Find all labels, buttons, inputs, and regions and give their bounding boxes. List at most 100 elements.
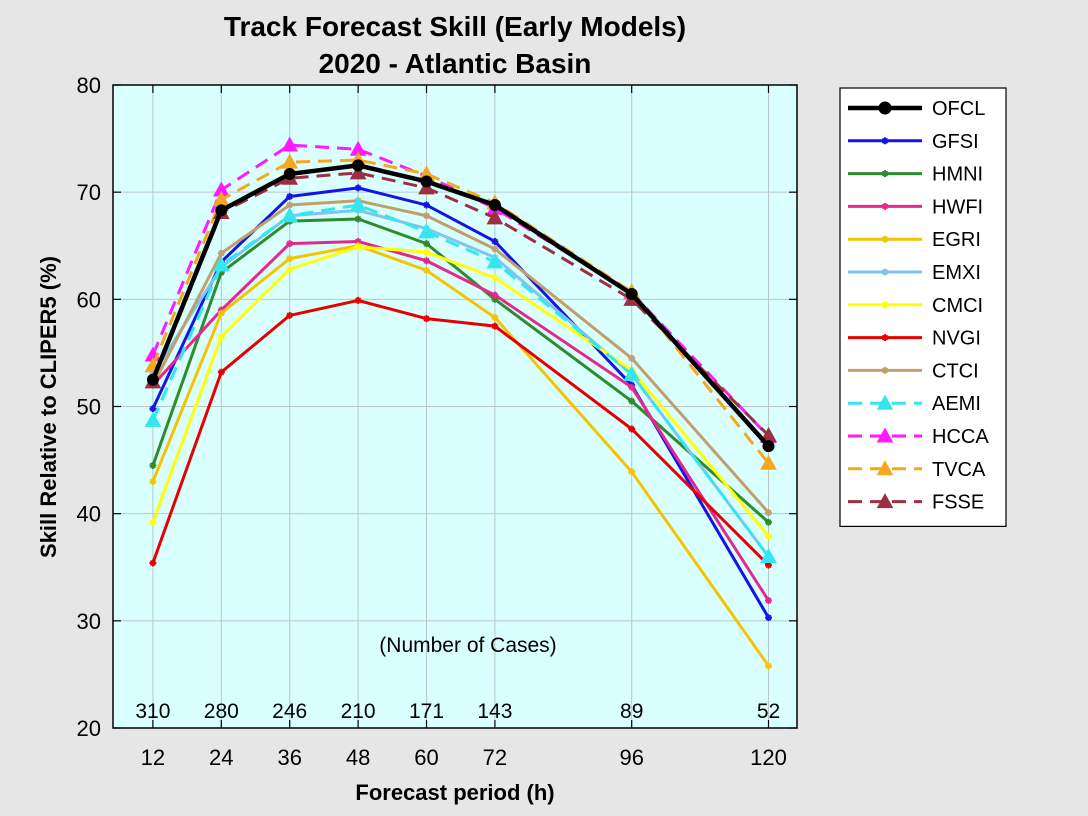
point-aemi-12 xyxy=(144,411,162,427)
legend-label-nvgi: NVGI xyxy=(932,328,981,350)
legend-marker-hcca xyxy=(876,427,894,443)
x-tick-label-48: 48 xyxy=(346,745,370,770)
point-hcca-36 xyxy=(281,136,299,152)
y-tick-label-50: 50 xyxy=(77,395,101,420)
series-line-ofcl xyxy=(150,163,771,448)
point-ctci-72 xyxy=(491,245,499,253)
point-egri-12 xyxy=(149,478,157,486)
legend-box xyxy=(839,87,1007,527)
x-tick-label-36: 36 xyxy=(277,745,301,770)
legend-marker-hmni xyxy=(881,170,889,178)
point-ofcl-24 xyxy=(215,204,228,217)
point-nvgi-12 xyxy=(149,559,157,567)
point-ofcl-36 xyxy=(283,167,296,180)
point-cmci-24 xyxy=(217,333,225,341)
case-count-36: 246 xyxy=(272,700,307,723)
y-tick-label-20: 20 xyxy=(77,716,101,741)
point-hmni-60 xyxy=(423,240,430,248)
point-ctci-96 xyxy=(628,354,636,362)
point-ctci-120 xyxy=(765,509,772,517)
point-cmci-120 xyxy=(765,532,772,540)
legend-item-hcca: HCCA xyxy=(848,426,989,448)
point-ofcl-60 xyxy=(420,175,433,188)
point-ofcl-12 xyxy=(146,373,159,386)
point-gfsi-48 xyxy=(354,184,362,192)
y-tick-label-40: 40 xyxy=(77,502,101,527)
point-egri-72 xyxy=(491,314,499,322)
point-aemi-48 xyxy=(349,196,367,212)
chart-title-line-1: Track Forecast Skill (Early Models) xyxy=(224,11,686,42)
x-axis-label: Forecast period (h) xyxy=(355,780,554,805)
point-hmni-12 xyxy=(149,461,157,469)
legend-marker-aemi xyxy=(876,394,894,410)
legend-marker-ctci xyxy=(881,366,889,374)
legend-label-gfsi: GFSI xyxy=(932,131,979,153)
y-tick-labels: 20 30 40 50 60 70 80 xyxy=(77,73,101,741)
legend-marker-gfsi xyxy=(881,137,889,145)
case-count-60: 171 xyxy=(409,700,444,723)
point-gfsi-120 xyxy=(765,614,772,622)
point-gfsi-72 xyxy=(491,237,499,245)
point-cmci-72 xyxy=(491,274,499,282)
point-nvgi-96 xyxy=(628,425,636,433)
point-hmni-48 xyxy=(354,215,362,223)
legend-item-emxi: EMXI xyxy=(848,262,981,284)
series-ofcl xyxy=(146,159,775,453)
y-tick-label-70: 70 xyxy=(77,180,101,205)
legend-marker-fsse xyxy=(876,493,894,509)
point-egri-60 xyxy=(423,266,430,274)
point-aemi-72 xyxy=(486,253,504,269)
legend-marker-hwfi xyxy=(881,202,889,210)
point-ofcl-120 xyxy=(762,440,775,453)
legend-item-fsse: FSSE xyxy=(848,492,984,514)
point-hwfi-96 xyxy=(628,383,636,391)
case-counts: 310 280 246 210 171 143 89 52 xyxy=(135,700,780,723)
point-gfsi-60 xyxy=(423,201,430,209)
series-line-nvgi xyxy=(151,298,770,567)
legend-item-aemi: AEMI xyxy=(848,393,981,415)
point-aemi-24 xyxy=(212,256,230,272)
case-count-120: 52 xyxy=(757,700,780,723)
x-tick-label-24: 24 xyxy=(209,745,233,770)
point-cmci-36 xyxy=(286,265,294,273)
y-tick-label-80: 80 xyxy=(77,73,101,98)
point-egri-36 xyxy=(286,255,294,263)
case-count-72: 143 xyxy=(477,700,512,723)
legend-marker-cmci xyxy=(881,301,889,309)
point-hwfi-120 xyxy=(765,596,772,604)
plot-frame xyxy=(112,84,798,729)
point-nvgi-36 xyxy=(286,311,294,319)
series-nvgi xyxy=(149,296,772,569)
legend-item-egri: EGRI xyxy=(848,229,981,251)
legend-label-hcca: HCCA xyxy=(932,426,989,448)
point-hwfi-60 xyxy=(423,257,430,265)
point-egri-120 xyxy=(765,662,772,670)
series-line-hcca xyxy=(151,143,770,438)
series-line-hwfi xyxy=(151,239,770,602)
point-fsse-48 xyxy=(349,164,367,180)
legend-label-tvca: TVCA xyxy=(932,459,986,481)
point-ofcl-72 xyxy=(488,199,501,212)
legend-label-cmci: CMCI xyxy=(932,295,983,317)
legend-label-ctci: CTCI xyxy=(932,360,979,382)
point-ctci-60 xyxy=(423,212,430,220)
legend-item-cmci: CMCI xyxy=(848,295,983,317)
point-ofcl-96 xyxy=(625,287,638,300)
series-line-ctci xyxy=(151,199,770,514)
point-hwfi-36 xyxy=(286,240,294,248)
point-nvgi-72 xyxy=(491,322,499,330)
point-gfsi-12 xyxy=(149,405,157,413)
point-nvgi-24 xyxy=(217,368,225,376)
series-line-hmni xyxy=(151,217,770,524)
x-tick-label-72: 72 xyxy=(483,745,507,770)
legend-label-aemi: AEMI xyxy=(932,393,981,415)
legend-label-ofcl: OFCL xyxy=(932,98,985,120)
legend-marker-egri xyxy=(881,235,889,243)
point-nvgi-60 xyxy=(423,315,430,323)
x-tick-label-12: 12 xyxy=(141,745,165,770)
legend-item-nvgi: NVGI xyxy=(848,328,981,350)
point-aemi-96 xyxy=(623,365,641,381)
point-cmci-12 xyxy=(149,518,157,526)
case-count-12: 310 xyxy=(135,700,170,723)
series-line-gfsi xyxy=(151,186,770,619)
